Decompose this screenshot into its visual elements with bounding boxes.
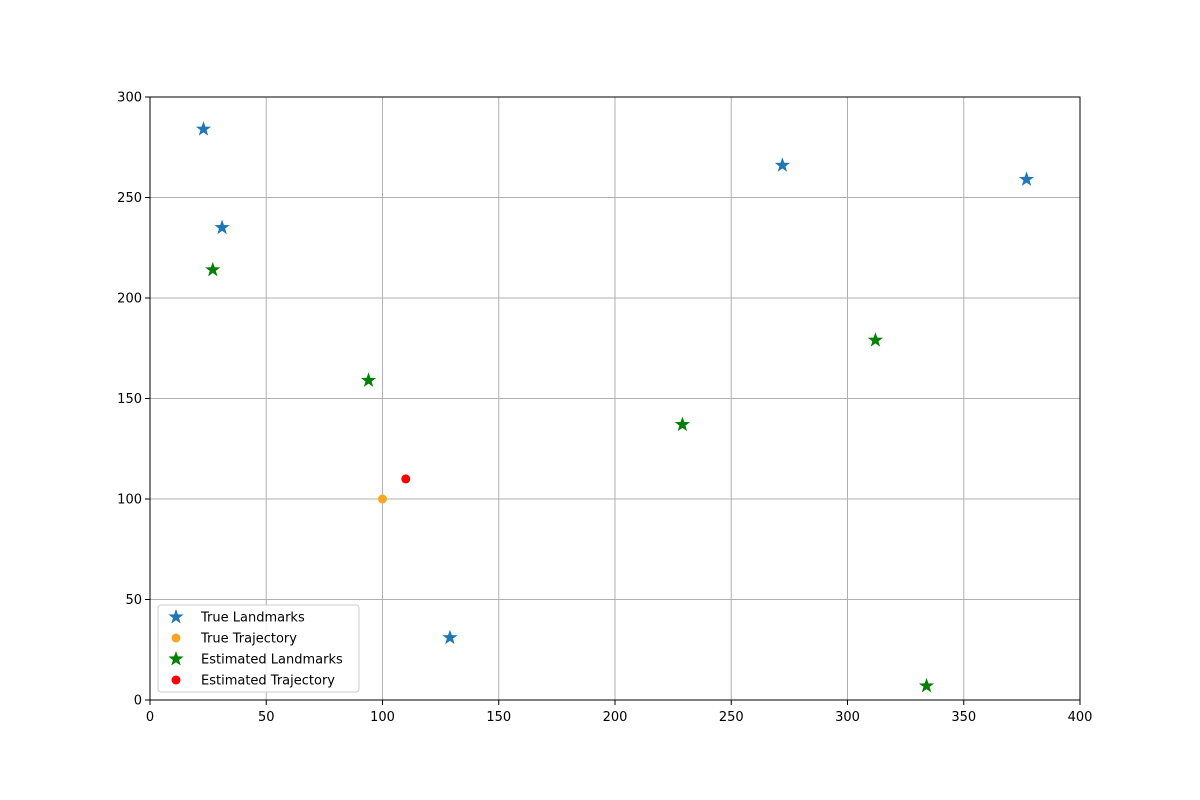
legend-label: Estimated Landmarks [201,653,343,668]
true-landmarks-point [195,121,212,136]
x-tick-label: 50 [258,710,275,725]
y-tick-label: 250 [117,191,142,206]
true-landmarks-point [442,629,458,645]
plot-frame [149,96,1081,701]
legend-marker [171,633,181,643]
estimated-landmarks-point [867,332,884,347]
true-trajectory-point [378,494,387,504]
x-tick-label: 300 [835,710,860,725]
y-tick-label: 150 [117,392,142,407]
estimated-landmarks-point [360,372,377,387]
y-tick-label: 100 [117,493,142,508]
x-tick-label: 350 [951,710,976,725]
x-tick-label: 150 [486,710,511,725]
true-landmarks-point [214,219,230,235]
x-tick-label: 0 [146,710,154,725]
estimated-landmarks-point [918,677,935,693]
legend-marker [171,675,181,685]
true-landmarks-point [774,157,791,172]
x-tick-label: 250 [719,710,744,725]
estimated-trajectory-point [401,474,411,484]
axis-ticks: 0 50 100 150 200 250 300 350 400 0 50 100 150 200 250 3… [117,91,1092,726]
x-tick-label: 400 [1068,710,1093,725]
legend-label: True Landmarks [200,611,305,626]
y-tick-label: 300 [117,91,142,106]
legend-marker [168,609,184,624]
true-landmarks-point [1018,171,1035,186]
x-tick-label: 200 [603,710,628,725]
legend-label: True Trajectory [200,632,297,647]
legend-marker [168,651,184,666]
y-tick-label: 0 [134,694,142,709]
estimated-landmarks-point [205,261,221,277]
y-tick-label: 200 [117,292,142,307]
legend: True Landmarks True Trajectory Estimated L… [157,604,360,693]
x-tick-label: 100 [370,710,395,725]
estimated-landmarks-point [674,416,691,432]
data-points [195,121,1035,693]
legend-label: Estimated Trajectory [201,674,335,689]
y-tick-label: 50 [125,593,142,608]
legend-frame [157,604,360,693]
